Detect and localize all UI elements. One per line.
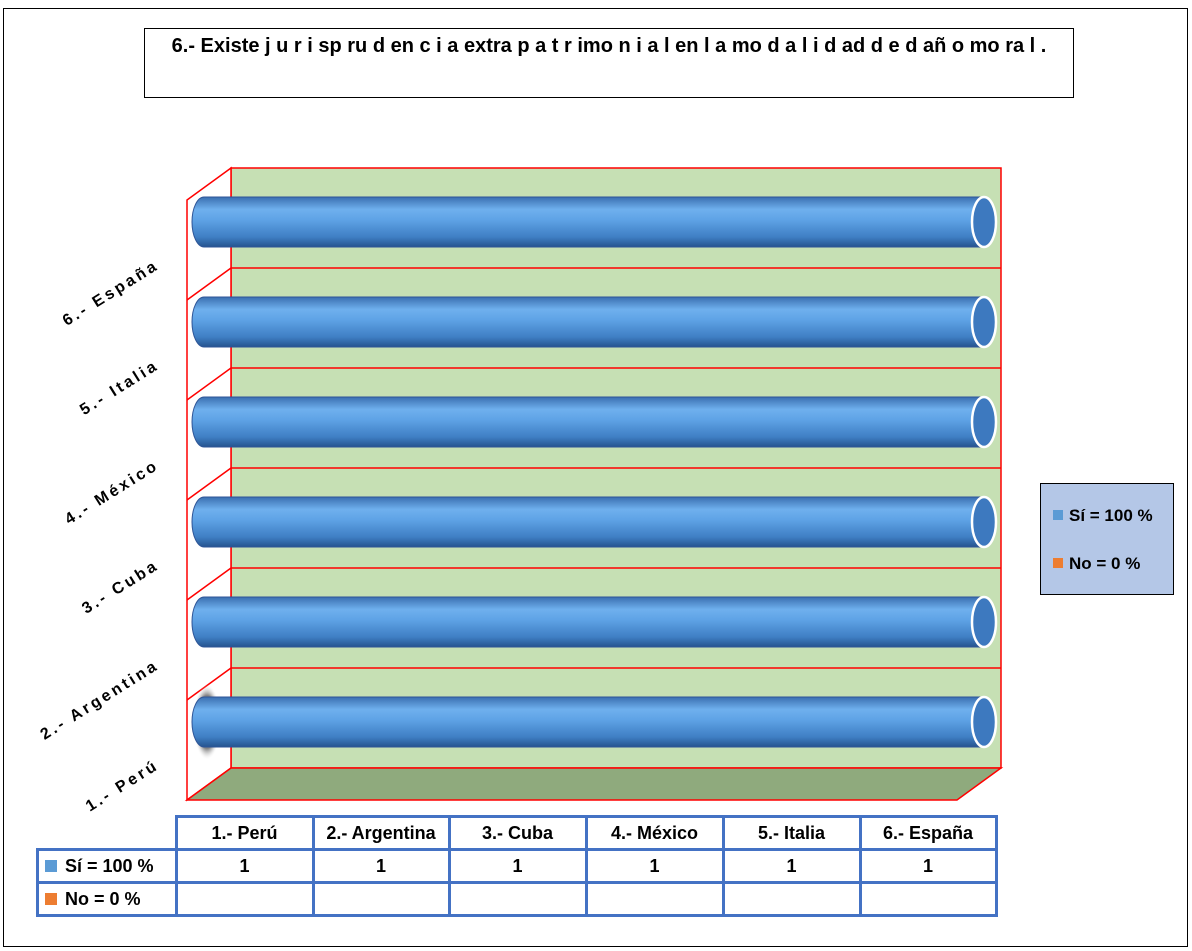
- legend-item-no: No = 0 %: [1053, 554, 1140, 574]
- table-row-head-no: No = 0 %: [36, 881, 178, 917]
- category-label: 5.- Italia: [77, 357, 162, 419]
- category-label: 4.- México: [62, 457, 162, 528]
- bar-body: [191, 496, 985, 548]
- table-swatch-si: [45, 859, 57, 872]
- category-labels: 1.- Perú 2.- Argentina 3.- Cuba 4.- México 5…: [38, 257, 163, 815]
- table-swatch-no: [45, 892, 57, 905]
- bar: [191, 295, 998, 349]
- table-corner: [38, 817, 177, 850]
- table-cell: 1: [311, 848, 451, 884]
- legend-label-si: Sí = 100 %: [1069, 506, 1153, 525]
- bar: [191, 195, 998, 249]
- table-row-no: No = 0 %: [36, 881, 998, 917]
- table-cell: [174, 881, 315, 917]
- gridline-depth: [186, 267, 232, 301]
- table-cell: [858, 881, 998, 917]
- table-cell: [584, 881, 725, 917]
- table-cell: 1: [721, 848, 862, 884]
- table-row-label-si: Sí = 100 %: [65, 855, 154, 876]
- gridline-depth: [186, 667, 232, 701]
- legend-swatch-no: [1053, 558, 1063, 568]
- table-header-cell: 5.- Italia: [721, 815, 862, 851]
- table-row-si: Sí = 100 % 1 1 1 1 1 1: [36, 848, 998, 884]
- table-cell: [721, 881, 862, 917]
- floor: [184, 767, 1004, 801]
- bar-cap: [970, 395, 998, 449]
- bar-body: [191, 296, 985, 348]
- bar: [191, 395, 998, 449]
- table-header-cell: 4.- México: [584, 815, 725, 851]
- table-cell: [311, 881, 451, 917]
- gridline-depth: [186, 367, 232, 401]
- table-row-label-no: No = 0 %: [65, 888, 141, 909]
- table-cell: 1: [174, 848, 315, 884]
- table-header-cell: 2.- Argentina: [311, 815, 451, 851]
- category-label: 1.- Perú: [83, 757, 162, 815]
- category-label: 2.- Argentina: [38, 657, 163, 744]
- bar-body: [191, 196, 985, 248]
- bar-body: [191, 696, 985, 748]
- category-label: 3.- Cuba: [79, 557, 162, 618]
- chart-title: 6.- Existe j u r i sp ru d en c i a extr…: [144, 28, 1074, 98]
- bar-cap: [970, 295, 998, 349]
- table-cell: 1: [584, 848, 725, 884]
- legend-item-si: Sí = 100 %: [1053, 506, 1153, 526]
- legend: Sí = 100 % No = 0 %: [1040, 483, 1174, 595]
- bar-body: [191, 596, 985, 648]
- bar: [191, 684, 998, 760]
- chart-walls: [184, 166, 1004, 802]
- bar-cap: [970, 195, 998, 249]
- table-row-head-si: Sí = 100 %: [36, 848, 178, 884]
- bars-group: [191, 195, 998, 760]
- gridline-depth: [186, 467, 232, 501]
- data-table: 1.- Perú 2.- Argentina 3.- Cuba 4.- Méxi…: [36, 815, 998, 917]
- bar: [191, 595, 998, 649]
- table-header-row: 1.- Perú 2.- Argentina 3.- Cuba 4.- Méxi…: [38, 815, 998, 851]
- legend-label-no: No = 0 %: [1069, 554, 1141, 573]
- gridline-depth: [186, 567, 232, 601]
- table-cell: 1: [858, 848, 998, 884]
- legend-swatch-si: [1053, 510, 1063, 520]
- table-cell: [447, 881, 588, 917]
- bar-cap: [970, 595, 998, 649]
- bar-body: [191, 396, 985, 448]
- table-header-cell: 3.- Cuba: [447, 815, 588, 851]
- category-label: 6.- España: [60, 257, 162, 330]
- table-cell: 1: [447, 848, 588, 884]
- table-header-cell: 1.- Perú: [174, 815, 315, 851]
- bar-cap: [970, 695, 998, 749]
- bar-cap: [970, 495, 998, 549]
- bar: [191, 495, 998, 549]
- table-header-cell: 6.- España: [858, 815, 998, 851]
